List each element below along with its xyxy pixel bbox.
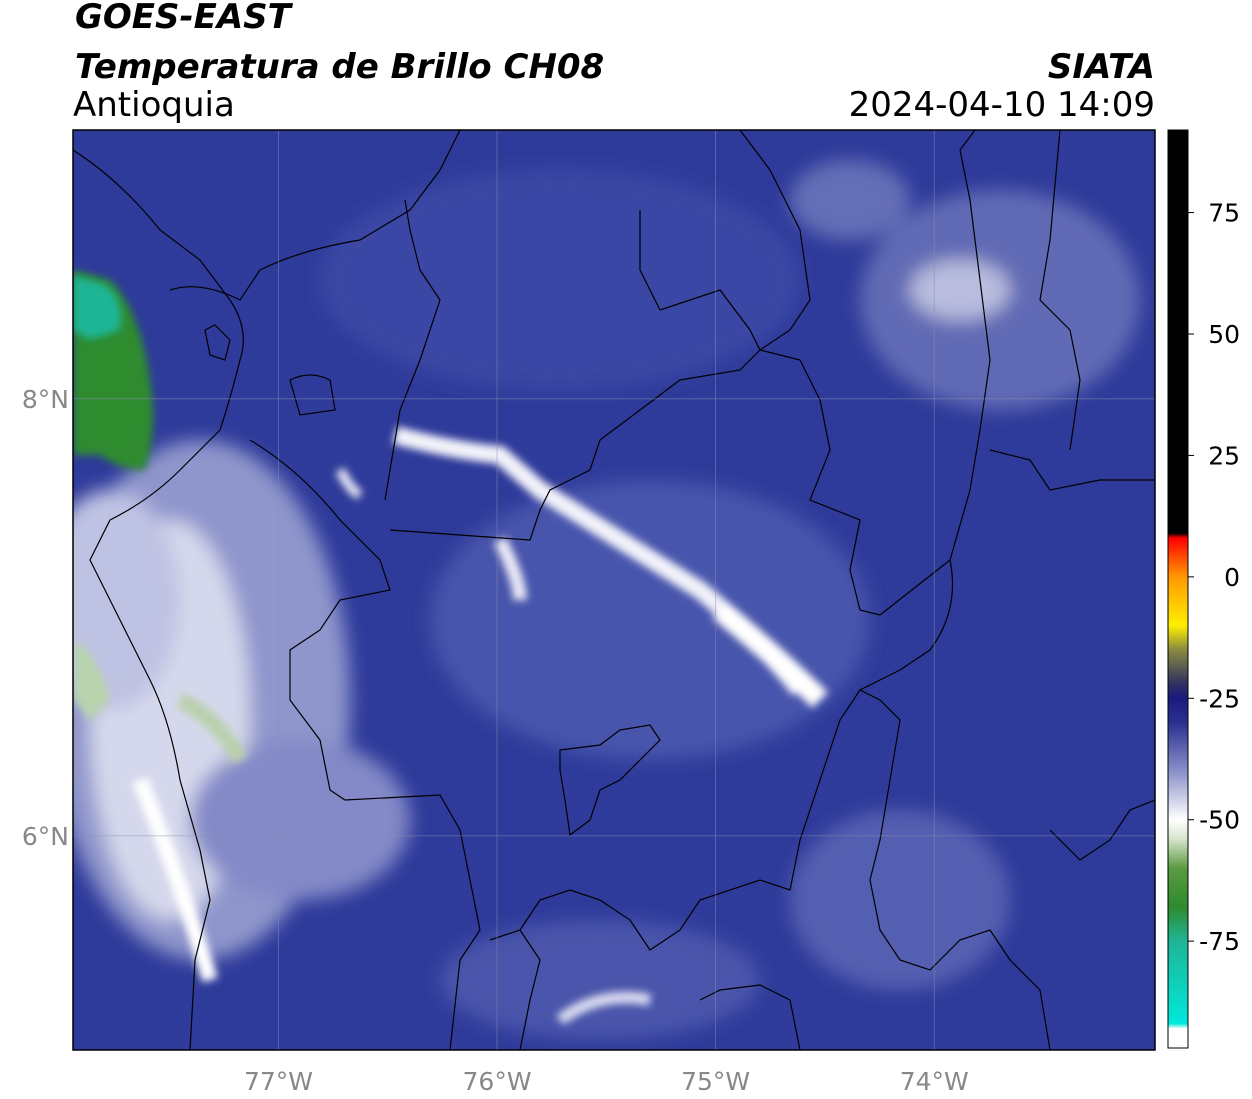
colorbar-tick-label: 50 [1208,320,1240,349]
x-tick-label: 77°W [244,1067,313,1096]
x-tick-label: 74°W [900,1067,969,1096]
datetime: 2024-04-10 14:09 [849,85,1155,125]
axes: 77°W 76°W 75°W 74°W 8°N 6°N [22,385,969,1096]
colorbar: 75 50 25 0 -25 -50 -75 [1167,129,1240,1049]
subtitle: Temperatura de Brillo CH08 [75,47,604,87]
source: SIATA [1048,47,1155,87]
region: Antioquia [73,85,235,125]
map-frame [72,129,1156,1051]
grid [73,130,1155,1050]
colorbar-scale [1167,129,1189,1049]
x-tick-label: 75°W [681,1067,750,1096]
colorbar-tick-label: 75 [1208,199,1240,228]
colorbar-tick-label: 25 [1208,441,1240,470]
colorbar-tick-label: -25 [1199,684,1240,713]
map-image [73,130,1155,1050]
title: GOES-EAST [75,0,294,37]
y-tick-label: 6°N [22,822,69,851]
x-tick-label: 76°W [463,1067,532,1096]
colorbar-tick-label: -50 [1199,806,1240,835]
y-tick-label: 8°N [22,385,69,414]
colorbar-tick-label: -75 [1199,927,1240,956]
colorbar-tick-label: 0 [1224,563,1240,592]
